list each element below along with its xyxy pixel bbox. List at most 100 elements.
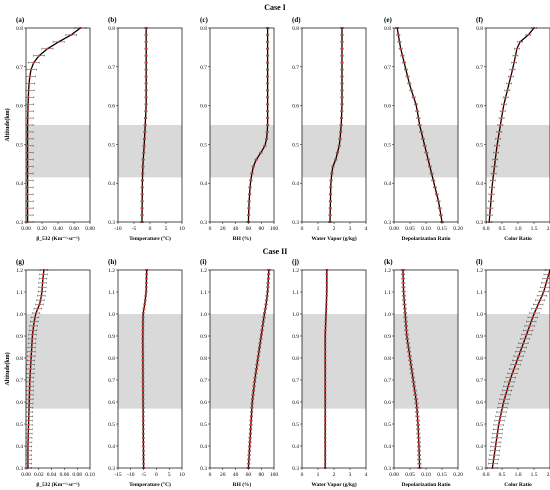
data-point [404, 320, 407, 323]
y-tick-label: 1.2 [476, 268, 483, 274]
data-point [439, 213, 442, 217]
y-tick-label: 0.5 [476, 142, 483, 148]
data-point [518, 40, 522, 43]
data-point [340, 123, 343, 127]
data-point [255, 158, 258, 161]
data-point [527, 33, 530, 37]
data-point [404, 316, 407, 319]
data-point [325, 277, 328, 280]
data-point [260, 329, 264, 332]
data-point [26, 462, 30, 465]
data-point [416, 415, 419, 418]
data-point [145, 68, 148, 71]
data-point [427, 158, 430, 161]
data-point [265, 299, 268, 302]
data-point [141, 385, 145, 388]
data-point [325, 281, 328, 285]
data-point [140, 213, 144, 217]
data-point [34, 311, 38, 315]
data-point [402, 294, 405, 297]
data-point [27, 82, 31, 85]
y-tick-label: 0.4 [108, 444, 115, 450]
data-point [406, 337, 409, 340]
data-point [266, 33, 269, 37]
x-tick-label: 0.20 [37, 226, 47, 232]
data-point [248, 449, 251, 452]
data-point [324, 419, 327, 422]
y-tick-label: 0.4 [16, 444, 23, 450]
y-tick-label: 0.8 [108, 26, 115, 32]
data-point [28, 380, 31, 384]
data-point [547, 273, 550, 276]
cloud-layer-band [486, 314, 550, 409]
data-point [340, 110, 343, 113]
data-point [495, 441, 498, 444]
data-point [432, 179, 435, 182]
panel-label: (b) [108, 16, 117, 24]
data-point [266, 40, 269, 43]
data-point [324, 329, 327, 332]
data-point [514, 363, 517, 366]
data-point [32, 61, 35, 64]
panel-frame [209, 269, 275, 469]
data-point [329, 186, 332, 189]
data-point [254, 372, 257, 375]
data-point [26, 453, 30, 457]
data-point [404, 311, 407, 315]
data-point [145, 103, 148, 106]
data-point [329, 207, 332, 210]
x-axis-label: Temperature (°C) [129, 481, 171, 488]
data-point [260, 333, 263, 336]
data-point [414, 393, 417, 396]
data-point [324, 385, 327, 388]
data-point [27, 419, 30, 422]
x-tick-label: 4 [365, 226, 368, 232]
y-tick-label: 0.6 [476, 400, 483, 406]
data-point [33, 316, 37, 319]
data-point [329, 179, 333, 182]
y-tick-label: 0.6 [108, 400, 115, 406]
data-point [512, 367, 516, 371]
x-tick-label: 0.10 [421, 226, 431, 232]
y-tick-label: 0.8 [476, 356, 483, 362]
data-point [530, 320, 533, 323]
y-tick-label: 0.8 [108, 356, 115, 362]
data-point [494, 158, 497, 161]
y-tick-label: 0.4 [200, 181, 207, 187]
data-point [40, 290, 44, 293]
data-point [27, 406, 31, 409]
data-point [413, 389, 416, 392]
data-point [29, 68, 33, 71]
data-point [340, 116, 343, 120]
data-point [143, 130, 146, 134]
x-tick-label: 0.0 [483, 472, 490, 478]
x-tick-label: 0.05 [405, 226, 415, 232]
data-point [266, 116, 269, 120]
data-point [252, 389, 255, 392]
panel-f: 0.0 0.5 1.0 1.5 2.0 0.3 0.4 0.5 0.6 0.7 0.8 (f) Colo… [476, 16, 550, 242]
data-point [324, 333, 327, 336]
data-point [501, 406, 504, 409]
data-point [29, 372, 32, 375]
y-tick-label: 1.0 [476, 312, 483, 318]
data-point [416, 423, 420, 427]
x-tick-label: 0.60 [69, 226, 79, 232]
data-point [409, 359, 412, 362]
x-tick-label: 2.0 [547, 472, 550, 478]
data-point [259, 337, 262, 340]
y-tick-label: 1.1 [108, 290, 115, 296]
data-point [145, 273, 148, 276]
data-point [411, 376, 414, 379]
data-point [324, 367, 327, 371]
data-point [248, 441, 252, 444]
data-point [531, 316, 534, 319]
case-title: Case II [263, 247, 288, 256]
data-point [546, 277, 549, 280]
y-tick-label: 0.3 [476, 466, 483, 472]
y-tick-label: 0.3 [476, 220, 483, 226]
panel-a: 0.00 0.20 0.40 0.60 0.80 0.3 0.4 0.5 0.6 0.7 0.8 (a… [16, 16, 95, 242]
data-point [266, 75, 269, 78]
x-tick-label: 0 [301, 226, 304, 232]
data-point [251, 402, 254, 405]
data-point [266, 110, 269, 113]
